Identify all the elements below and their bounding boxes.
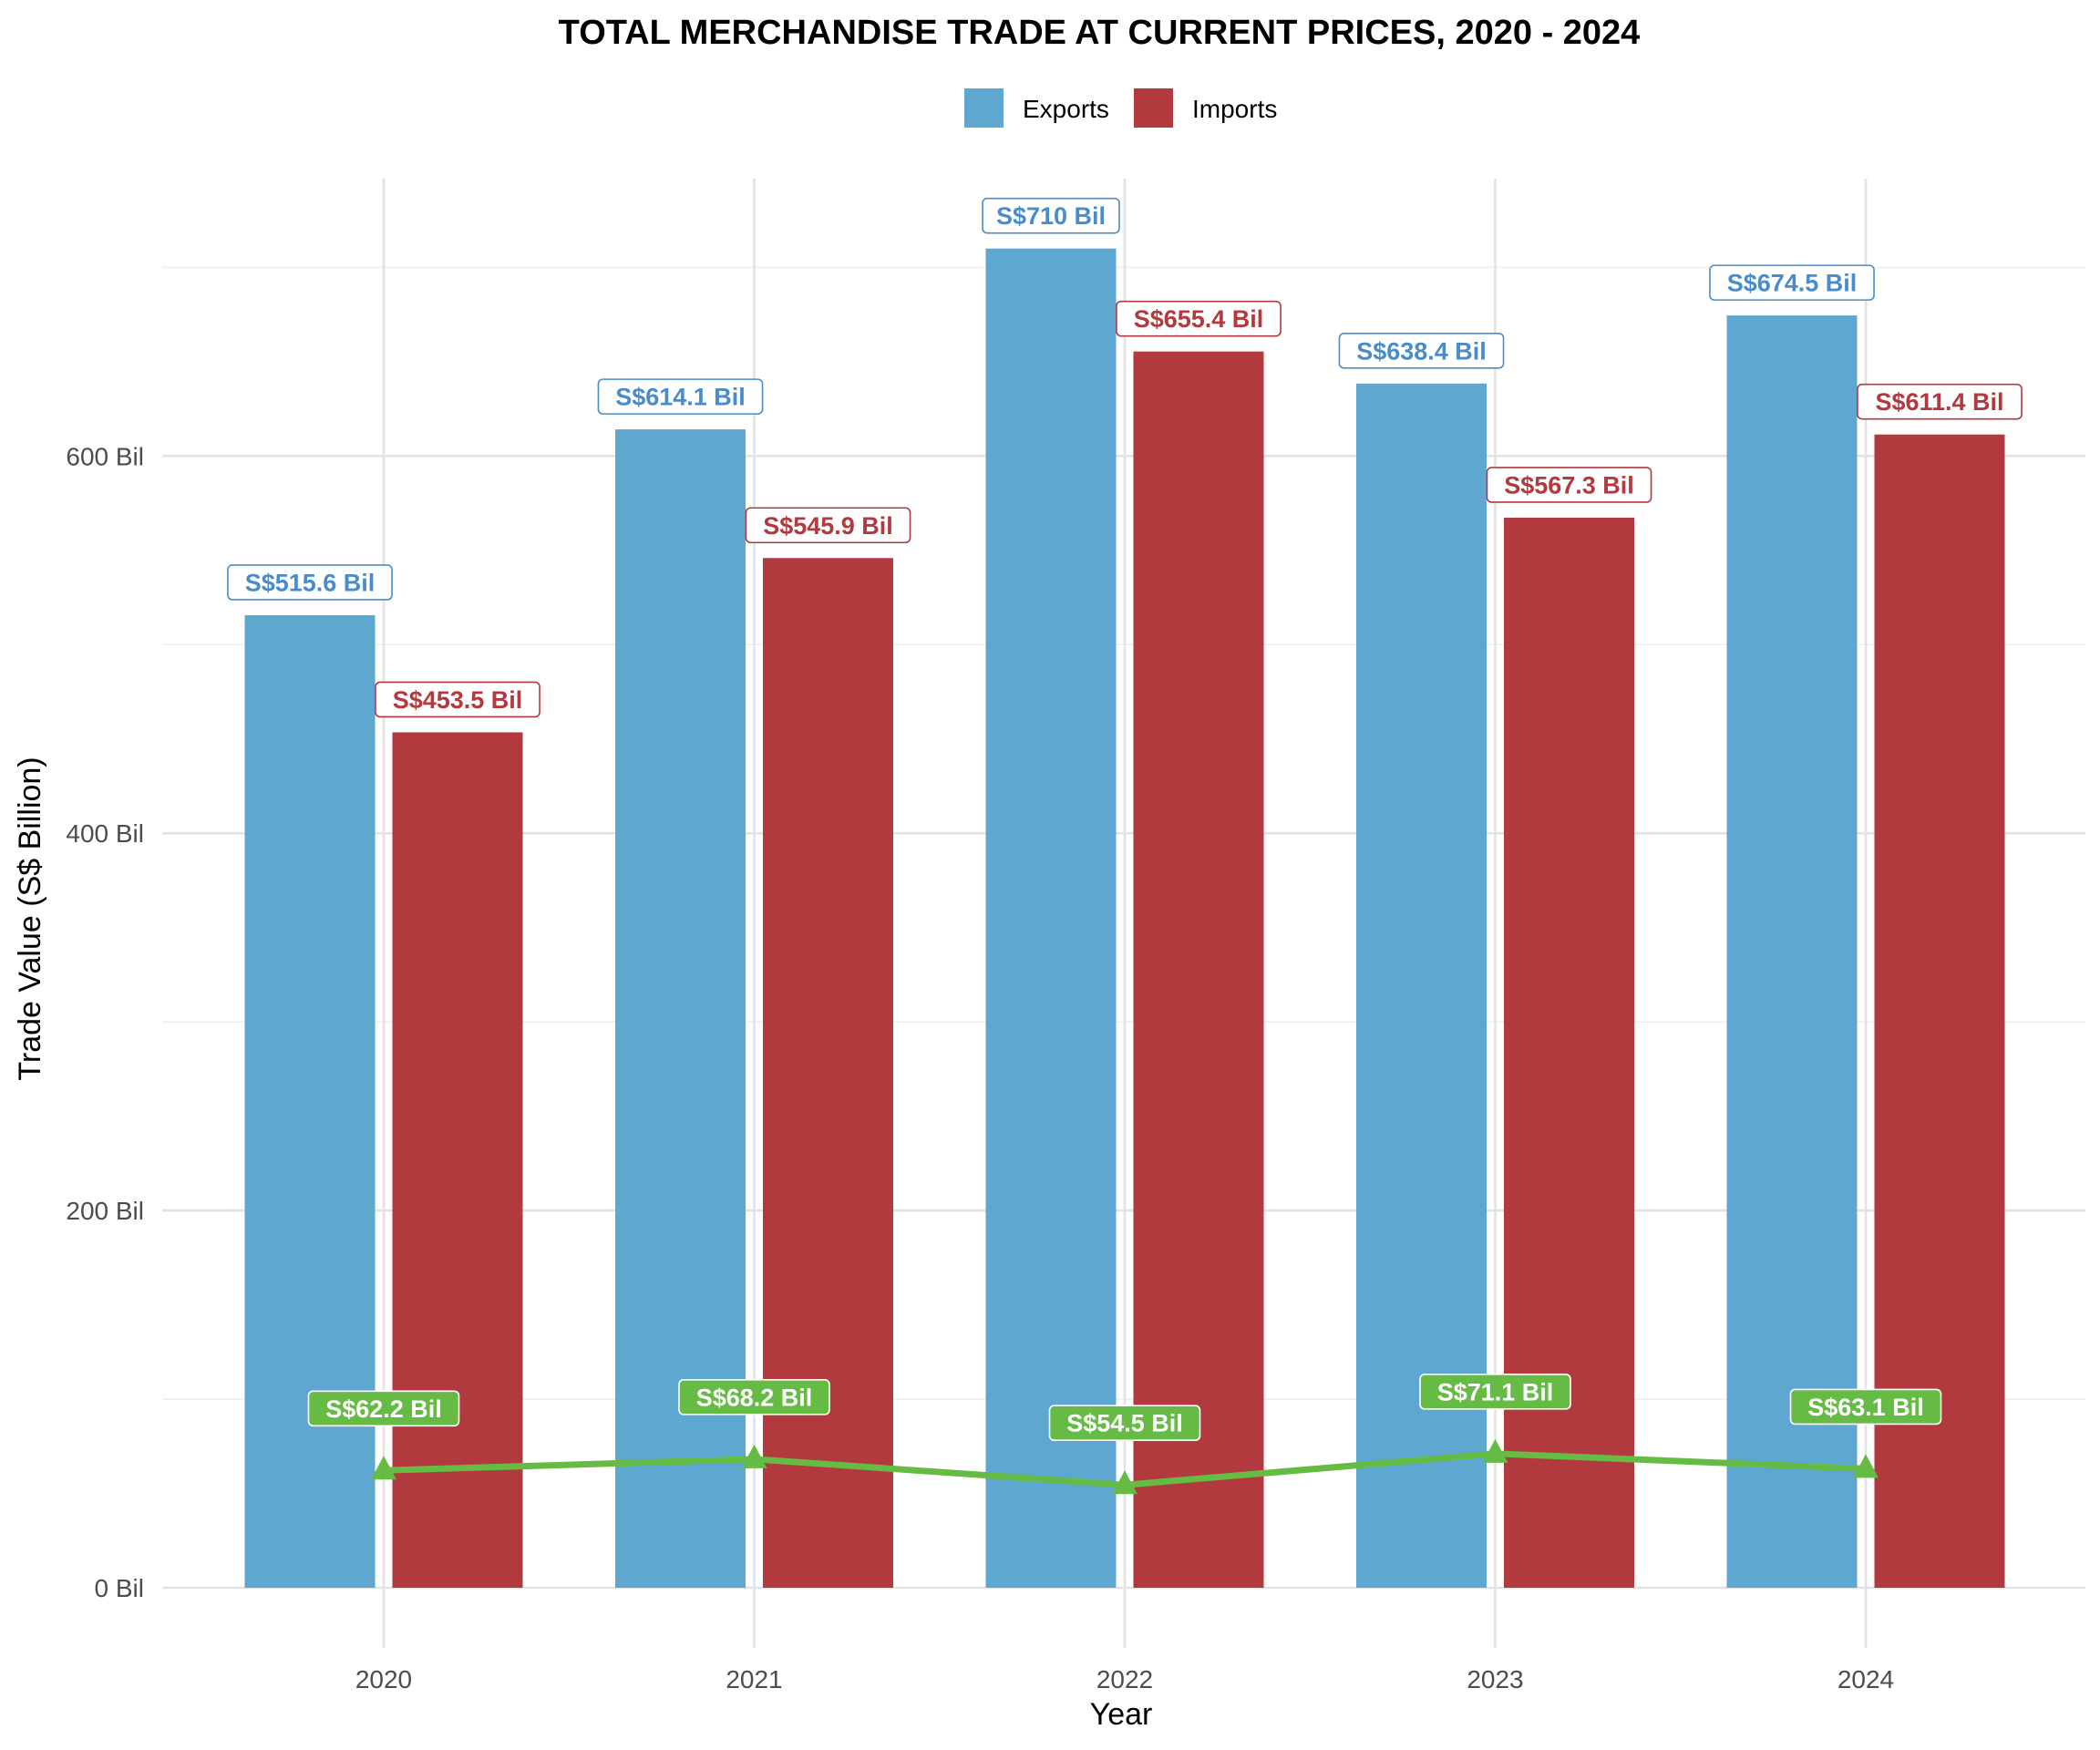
- legend: Exports Imports: [964, 88, 1277, 128]
- label-exports-box: [1338, 333, 1505, 369]
- label-exports: S$515.6 Bil: [227, 564, 393, 601]
- label-exports-text: S$515.6 Bil: [245, 569, 376, 596]
- bar-imports-2022: [1133, 351, 1264, 1589]
- bar-exports-2022: [985, 248, 1117, 1588]
- x-tick-label: 2021: [726, 1665, 782, 1693]
- legend-swatch: [964, 88, 1004, 128]
- label-exports: S$638.4 Bil: [1338, 333, 1505, 369]
- label-exports-text: S$710 Bil: [996, 202, 1106, 230]
- label-exports: S$614.1 Bil: [597, 378, 764, 415]
- balance-point-marker: [741, 1444, 767, 1468]
- balance-point-marker: [1112, 1470, 1138, 1495]
- label-balance-box: [1048, 1405, 1201, 1442]
- label-imports-box: [1857, 383, 2023, 420]
- label-imports-box: [375, 681, 540, 718]
- label-balance-box: [1789, 1388, 1942, 1426]
- legend-label: Exports: [1023, 95, 1109, 123]
- bar-imports-2020: [392, 732, 523, 1588]
- bar-imports-2021: [763, 558, 893, 1588]
- y-axis-title: Trade Value (S$ Billion): [13, 757, 47, 1080]
- label-exports-box: [597, 378, 764, 415]
- bar-exports-2020: [244, 614, 376, 1588]
- label-imports: S$655.4 Bil: [1116, 300, 1282, 337]
- y-tick-label: 600 Bil: [66, 442, 144, 470]
- label-imports-box: [1486, 467, 1652, 503]
- label-imports-text: S$545.9 Bil: [763, 512, 893, 540]
- label-imports: S$545.9 Bil: [745, 507, 911, 544]
- x-tick-label: 2024: [1838, 1665, 1894, 1693]
- label-imports-box: [745, 507, 911, 544]
- y-tick-label: 400 Bil: [66, 819, 144, 848]
- data-labels: S$515.6 Bil S$453.5 Bil S$62.2 Bil S$614.1 …: [227, 197, 2023, 1442]
- x-tick-label: 2022: [1096, 1665, 1153, 1693]
- label-imports: S$611.4 Bil: [1857, 383, 2023, 420]
- x-tick-label: 2020: [355, 1665, 412, 1693]
- label-balance: S$68.2 Bil: [678, 1379, 830, 1415]
- label-exports-box: [1709, 264, 1875, 301]
- label-exports-box: [982, 197, 1120, 234]
- chart-title: TOTAL MERCHANDISE TRADE AT CURRENT PRICE…: [559, 14, 1641, 52]
- y-tick-label: 0 Bil: [95, 1574, 144, 1602]
- label-imports-text: S$453.5 Bil: [393, 686, 523, 714]
- label-imports: S$567.3 Bil: [1486, 467, 1652, 503]
- balance-line: [371, 1438, 1879, 1495]
- label-imports: S$453.5 Bil: [375, 681, 540, 718]
- label-balance-text: S$68.2 Bil: [696, 1384, 813, 1411]
- label-exports-text: S$674.5 Bil: [1727, 270, 1858, 297]
- label-exports: S$710 Bil: [982, 197, 1120, 234]
- label-imports-text: S$611.4 Bil: [1875, 388, 2003, 416]
- label-balance-text: S$62.2 Bil: [325, 1395, 442, 1423]
- label-balance: S$63.1 Bil: [1789, 1388, 1942, 1426]
- label-balance: S$71.1 Bil: [1419, 1374, 1571, 1410]
- label-imports-text: S$567.3 Bil: [1504, 471, 1634, 499]
- label-imports-box: [1116, 300, 1282, 337]
- label-balance-text: S$54.5 Bil: [1066, 1410, 1183, 1437]
- label-balance: S$54.5 Bil: [1048, 1405, 1201, 1442]
- label-exports-text: S$638.4 Bil: [1356, 337, 1487, 365]
- label-balance-text: S$63.1 Bil: [1807, 1394, 1924, 1421]
- y-tick-label: 200 Bil: [66, 1197, 144, 1225]
- label-exports-box: [227, 564, 393, 601]
- x-axis-title: Year: [1090, 1697, 1153, 1732]
- label-exports: S$674.5 Bil: [1709, 264, 1875, 301]
- axes: 0 Bil 200 Bil 400 Bil 600 Bil 2020 2021 2022 20…: [66, 442, 1894, 1693]
- label-balance-box: [307, 1390, 460, 1427]
- legend-label: Imports: [1192, 95, 1277, 123]
- label-balance-box: [1419, 1374, 1571, 1410]
- label-imports-text: S$655.4 Bil: [1134, 305, 1264, 333]
- label-balance-text: S$71.1 Bil: [1437, 1378, 1554, 1405]
- bar-exports-2024: [1726, 315, 1858, 1588]
- label-balance: S$62.2 Bil: [307, 1390, 460, 1427]
- legend-swatch: [1134, 88, 1173, 128]
- x-tick-label: 2023: [1467, 1665, 1523, 1693]
- balance-point-marker: [371, 1456, 396, 1480]
- balance-point-marker: [1853, 1454, 1879, 1478]
- label-balance-box: [678, 1379, 830, 1415]
- bar-imports-2023: [1504, 517, 1634, 1588]
- balance-point-marker: [1482, 1438, 1508, 1463]
- label-exports-text: S$614.1 Bil: [615, 384, 746, 411]
